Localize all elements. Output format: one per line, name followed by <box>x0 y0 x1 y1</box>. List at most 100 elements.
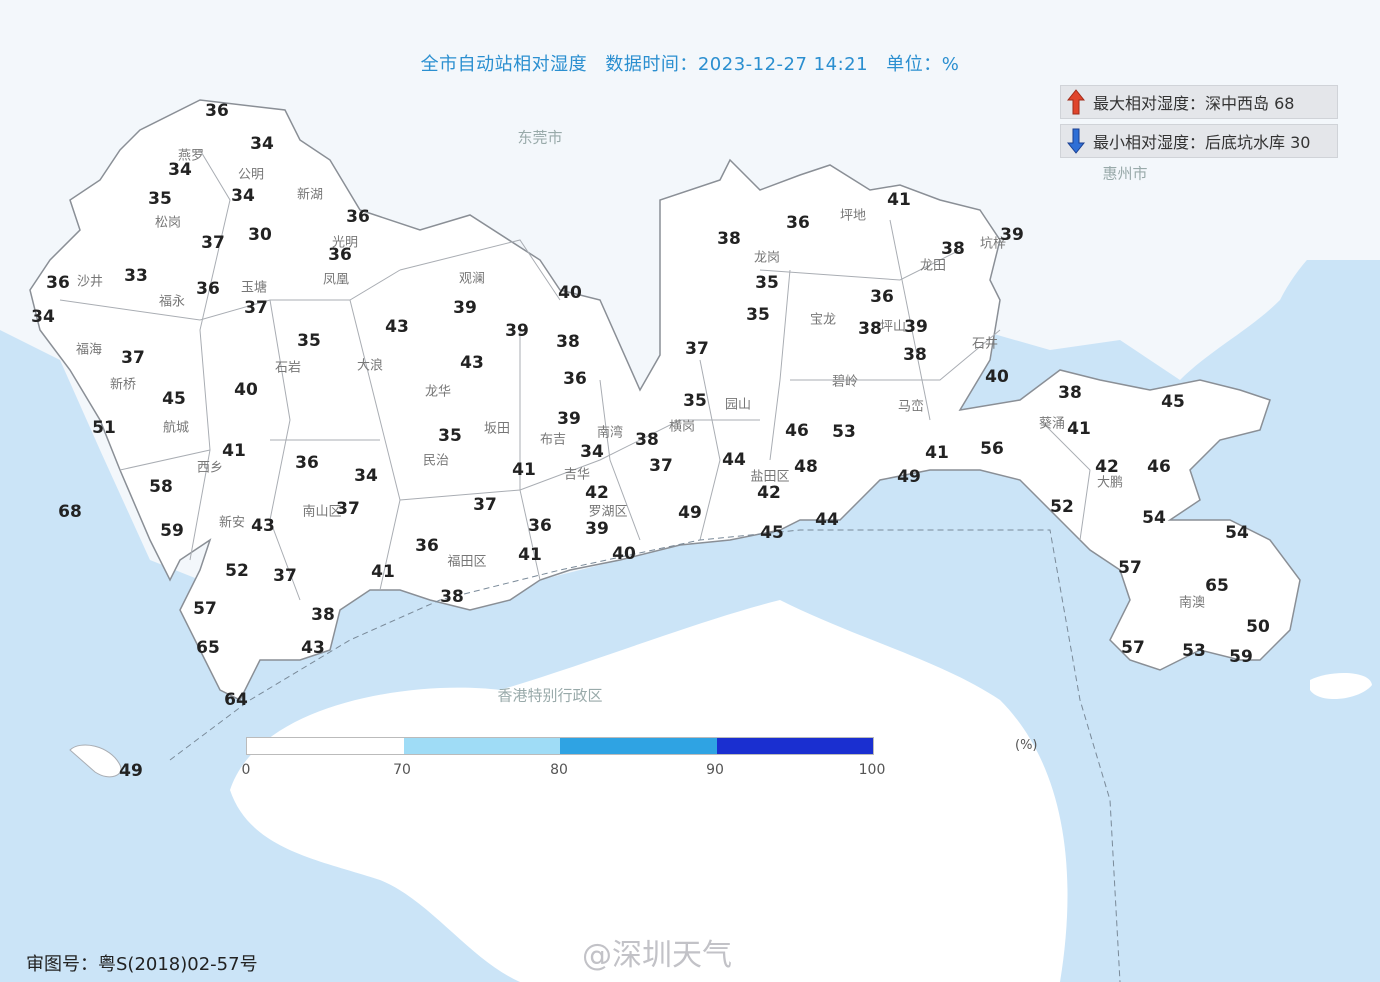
station-humidity-value: 46 <box>1147 457 1171 477</box>
station-humidity-value: 38 <box>1058 383 1082 403</box>
station-humidity-value: 36 <box>870 287 894 307</box>
place-label: 福永 <box>158 294 186 310</box>
legend-tick: 80 <box>550 762 568 778</box>
station-humidity-value: 45 <box>760 523 784 543</box>
shenzhen-land <box>29 99 1301 702</box>
station-humidity-value: 38 <box>311 605 335 625</box>
station-humidity-value: 38 <box>556 332 580 352</box>
station-humidity-value: 52 <box>1050 497 1074 517</box>
blue-down-arrow-icon <box>1067 128 1085 154</box>
station-humidity-value: 40 <box>612 544 636 564</box>
place-label: 新桥 <box>109 377 137 393</box>
station-humidity-value: 44 <box>722 450 746 470</box>
legend-swatch-0-70 <box>247 738 404 754</box>
station-humidity-value: 36 <box>328 245 352 265</box>
station-humidity-value: 38 <box>440 587 464 607</box>
place-label: 新湖 <box>296 187 324 203</box>
station-humidity-value: 54 <box>1225 523 1249 543</box>
legend-swatch-90-100 <box>716 738 873 754</box>
station-humidity-value: 57 <box>1121 638 1145 658</box>
place-label: 观澜 <box>458 271 486 287</box>
place-label: 盐田区 <box>750 469 790 485</box>
station-humidity-value: 35 <box>438 426 462 446</box>
station-humidity-value: 37 <box>685 339 709 359</box>
station-humidity-value: 39 <box>585 519 609 539</box>
station-humidity-value: 41 <box>1067 419 1091 439</box>
legend-swatch-80-90 <box>560 738 717 754</box>
station-humidity-value: 40 <box>985 367 1009 387</box>
map-title: 全市自动站相对湿度 数据时间：2023-12-27 14:21 单位：% <box>0 50 1380 76</box>
station-humidity-value: 51 <box>92 418 116 438</box>
place-label: 吉华 <box>563 467 591 483</box>
station-humidity-value: 34 <box>231 186 255 206</box>
place-label: 玉塘 <box>240 280 268 296</box>
station-humidity-value: 37 <box>121 348 145 368</box>
station-humidity-value: 39 <box>1000 225 1024 245</box>
station-humidity-value: 37 <box>273 566 297 586</box>
station-humidity-value: 50 <box>1246 617 1270 637</box>
place-label: 坪地 <box>839 208 867 224</box>
place-label: 南澳 <box>1178 595 1206 611</box>
legend-tick: 70 <box>393 762 411 778</box>
place-label: 龙华 <box>424 384 452 400</box>
place-label: 新安 <box>218 515 246 531</box>
station-humidity-value: 64 <box>224 690 248 710</box>
station-humidity-value: 34 <box>250 134 274 154</box>
station-humidity-value: 36 <box>205 101 229 121</box>
legend-swatch-70-80 <box>403 738 560 754</box>
place-label: 坑梓 <box>979 236 1007 252</box>
station-humidity-value: 40 <box>234 380 258 400</box>
station-humidity-value: 41 <box>925 443 949 463</box>
weibo-watermark: @深圳天气 <box>582 938 732 973</box>
place-label: 罗湖区 <box>588 504 628 520</box>
station-humidity-value: 39 <box>505 321 529 341</box>
station-humidity-value: 30 <box>248 225 272 245</box>
station-humidity-value: 53 <box>832 422 856 442</box>
place-label: 龙田 <box>919 258 947 274</box>
place-label: 福田区 <box>447 554 487 570</box>
station-humidity-value: 49 <box>119 761 143 781</box>
station-humidity-value: 57 <box>193 599 217 619</box>
station-humidity-value: 35 <box>297 331 321 351</box>
place-label: 光明 <box>331 235 359 251</box>
place-label: 松岗 <box>154 215 182 231</box>
station-humidity-value: 53 <box>1182 641 1206 661</box>
place-label: 凤凰 <box>322 272 350 288</box>
station-humidity-value: 36 <box>528 516 552 536</box>
station-humidity-value: 37 <box>244 298 268 318</box>
district-borders <box>59 149 1091 601</box>
east-island <box>1310 673 1372 700</box>
city-label: 惠州市 <box>1102 164 1148 183</box>
station-humidity-value: 59 <box>1229 647 1253 667</box>
place-label: 宝龙 <box>809 312 837 328</box>
place-label: 航城 <box>162 420 190 436</box>
station-humidity-value: 44 <box>815 510 839 530</box>
station-humidity-value: 38 <box>635 430 659 450</box>
min-humidity-text: 最小相对湿度：后底坑水库 30 <box>1093 133 1311 152</box>
station-humidity-value: 45 <box>162 389 186 409</box>
station-humidity-value: 49 <box>897 467 921 487</box>
place-label: 石岩 <box>274 360 302 376</box>
place-label: 西乡 <box>196 460 224 476</box>
place-label: 马峦 <box>897 399 925 415</box>
station-humidity-value: 36 <box>46 273 70 293</box>
station-humidity-value: 59 <box>160 521 184 541</box>
station-humidity-value: 42 <box>585 483 609 503</box>
station-humidity-value: 37 <box>201 233 225 253</box>
title-time: 数据时间：2023-12-27 14:21 <box>605 54 869 75</box>
station-humidity-value: 65 <box>196 638 220 658</box>
station-humidity-value: 37 <box>649 456 673 476</box>
place-label: 园山 <box>724 397 752 413</box>
legend-unit: (%) <box>1015 738 1038 753</box>
place-label: 民治 <box>422 453 450 469</box>
place-label: 横岗 <box>668 419 696 435</box>
place-label: 福海 <box>75 342 103 358</box>
legend-tick: 0 <box>241 762 251 778</box>
station-humidity-value: 36 <box>415 536 439 556</box>
hong-kong-land <box>230 600 1068 982</box>
station-humidity-value: 41 <box>222 441 246 461</box>
station-humidity-value: 37 <box>473 495 497 515</box>
station-humidity-value: 57 <box>1118 558 1142 578</box>
map-approval-number: 审图号：粤S(2018)02-57号 <box>26 954 258 975</box>
station-humidity-value: 39 <box>453 298 477 318</box>
